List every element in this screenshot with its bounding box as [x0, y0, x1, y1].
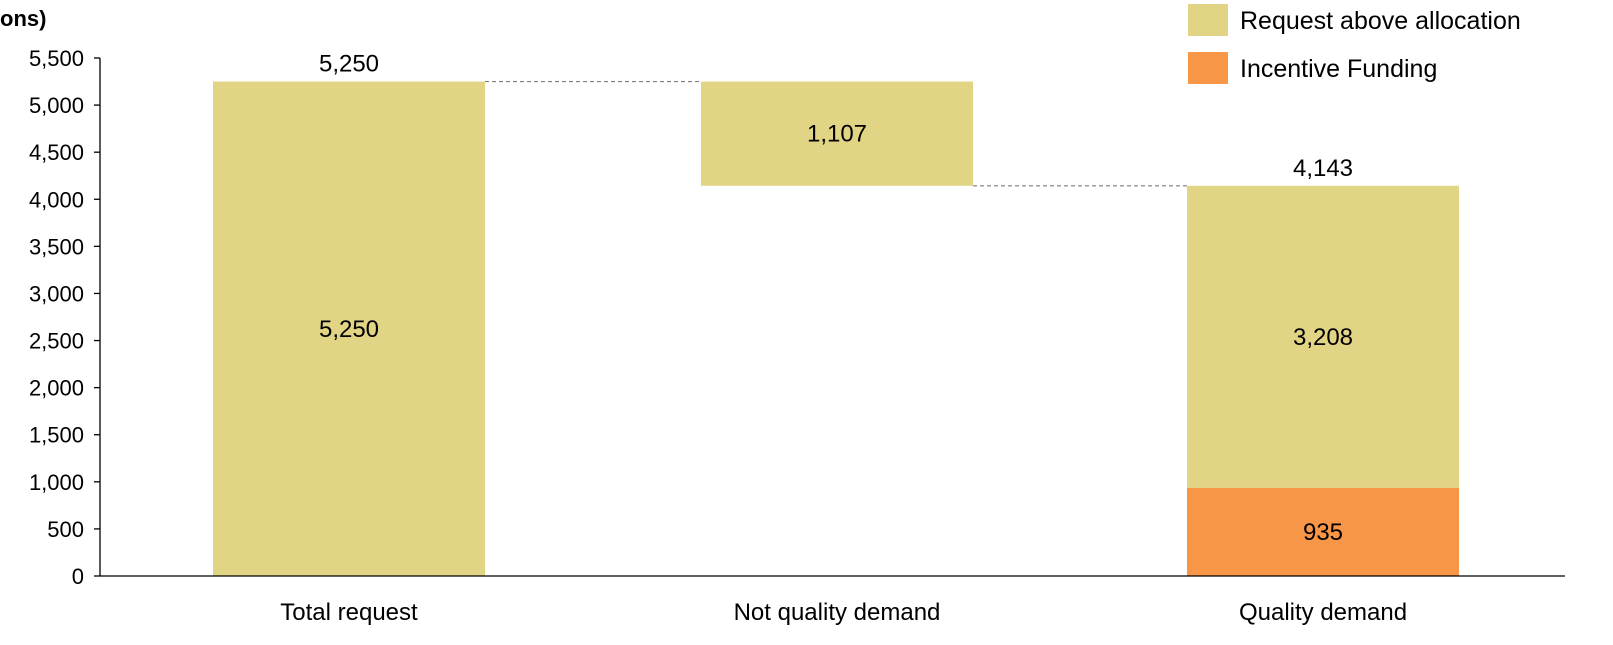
- x-category-label-not-quality-demand: Not quality demand: [734, 599, 941, 626]
- y-tick-label: 5,000: [29, 93, 84, 118]
- axes-group: [99, 58, 1565, 577]
- legend: Request above allocation Incentive Fundin…: [1188, 4, 1521, 84]
- y-tick-label: 1,500: [29, 423, 84, 448]
- legend-label-incentive-funding: Incentive Funding: [1240, 55, 1437, 83]
- bar-value-label: 935: [1303, 519, 1343, 546]
- y-tick-label: 1,000: [29, 470, 84, 495]
- bar-request-above-allocation-total-request: [213, 81, 485, 576]
- y-tick-label: 3,500: [29, 234, 84, 259]
- y-tick-label: 2,500: [29, 329, 84, 354]
- total-label-total-request: 5,250: [319, 51, 379, 78]
- y-tick-label: 500: [47, 517, 84, 542]
- bar-value-label: 5,250: [319, 316, 379, 343]
- bar-value-label: 3,208: [1293, 324, 1353, 351]
- y-axis-title: ons): [0, 6, 46, 31]
- y-tick-label: 0: [72, 564, 84, 589]
- bar-request-above-allocation-not-quality-demand: [701, 81, 973, 186]
- x-category-labels: Total request Not quality demand Quality d…: [280, 599, 1407, 626]
- legend-swatch-incentive-funding: [1188, 52, 1228, 84]
- y-tick-label: 4,000: [29, 187, 84, 212]
- bar-incentive-funding-quality-demand: [1187, 487, 1459, 576]
- total-labels-group: 5,250 4,143: [319, 51, 1353, 182]
- total-label-quality-demand: 4,143: [1293, 155, 1353, 182]
- y-tick-label: 5,500: [29, 46, 84, 71]
- y-tick-label: 3,000: [29, 281, 84, 306]
- bars-group: [213, 81, 1459, 576]
- x-category-label-quality-demand: Quality demand: [1239, 599, 1407, 626]
- bar-request-above-allocation-quality-demand: [1187, 185, 1459, 488]
- bar-value-label: 1,107: [807, 121, 867, 148]
- y-tick-label: 2,000: [29, 376, 84, 401]
- x-category-label-total-request: Total request: [280, 599, 418, 626]
- connector-lines: [485, 80, 1187, 187]
- y-ticks-group: 0 500 1,000 1,500 2,000 2,500 3,000 3,500 4,000 4…: [29, 46, 100, 589]
- bar-labels-group: 5,250 1,107 3,208 935: [319, 121, 1353, 546]
- legend-swatch-request-above-allocation: [1188, 4, 1228, 36]
- y-tick-label: 4,500: [29, 140, 84, 165]
- legend-label-request-above-allocation: Request above allocation: [1240, 7, 1521, 35]
